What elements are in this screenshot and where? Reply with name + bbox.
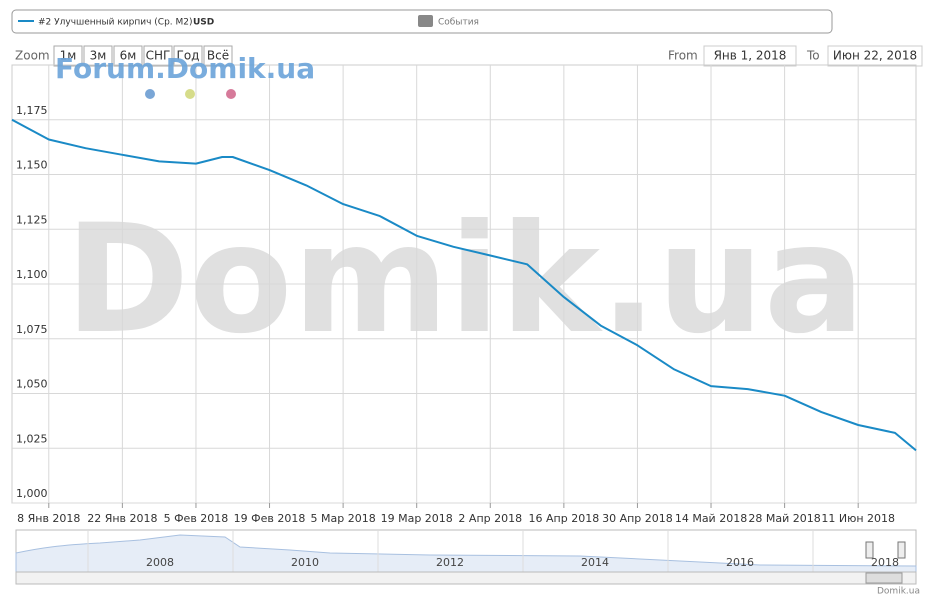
navigator-year: 2016 [726, 556, 754, 569]
line [11, 118, 917, 452]
zoom-button-label[interactable]: Год [177, 49, 200, 63]
zoom-button-label[interactable]: 3м [90, 49, 107, 63]
navigator-year: 2018 [871, 556, 899, 569]
zoom-button[interactable] [53, 45, 83, 67]
from-value[interactable]: Янв 1, 2018 [714, 49, 787, 63]
navigator-year: 2012 [436, 556, 464, 569]
big-watermark: Domik.ua [65, 193, 865, 367]
legend-label[interactable]: #2 Улучшенный кирпич (Ср. М2) [38, 18, 193, 28]
zoom-button[interactable] [143, 45, 173, 67]
y-tick-label: 1,175 [16, 104, 48, 117]
navigator-year: 2014 [581, 556, 609, 569]
from-label: From [668, 49, 698, 63]
y-tick-label: 1,125 [16, 213, 48, 226]
x-tick-label: 8 Янв 2018 [17, 512, 80, 525]
credit: Domik.ua [877, 587, 920, 597]
y-tick-label: 1,000 [16, 487, 48, 500]
events-swatch [418, 15, 433, 27]
zoom-label: Zoom [15, 49, 50, 63]
zoom-button[interactable] [203, 45, 233, 67]
y-tick-label: 1,075 [16, 323, 48, 336]
scrollbar[interactable] [15, 571, 917, 585]
to-label: To [806, 49, 820, 63]
x-tick-label: 5 Фев 2018 [164, 512, 229, 525]
x-tick-label: 19 Фев 2018 [234, 512, 306, 525]
navigator-handle[interactable] [865, 541, 874, 559]
navigator-area [15, 534, 917, 573]
events-label[interactable]: События [438, 18, 479, 28]
navigator-year: 2010 [291, 556, 319, 569]
to-input[interactable] [827, 45, 923, 67]
x-tick-label: 11 Июн 2018 [821, 512, 895, 525]
dot [226, 89, 236, 99]
legend-currency: USD [193, 18, 214, 28]
zoom-button-label[interactable]: 1м [60, 49, 77, 63]
navigator-handle[interactable] [897, 541, 906, 559]
x-tick-label: 2 Апр 2018 [458, 512, 522, 525]
y-tick-label: 1,050 [16, 378, 48, 391]
y-tick-label: 1,150 [16, 159, 48, 172]
zoom-button[interactable] [173, 45, 203, 67]
x-tick-label: 16 Апр 2018 [529, 512, 600, 525]
dot [145, 89, 155, 99]
navigator-year: 2008 [146, 556, 174, 569]
x-tick-label: 30 Апр 2018 [602, 512, 673, 525]
zoom-button[interactable] [113, 45, 143, 67]
x-tick-label: 19 Мар 2018 [381, 512, 453, 525]
x-tick-label: 22 Янв 2018 [87, 512, 157, 525]
zoom-button-label[interactable]: Всё [207, 49, 229, 63]
zoom-button[interactable] [83, 45, 113, 67]
x-tick-label: 28 Май 2018 [748, 512, 820, 525]
zoom-button-label[interactable]: 6м [120, 49, 137, 63]
dot [185, 89, 195, 99]
zoom-button-label[interactable]: СНГ [146, 49, 171, 63]
to-value[interactable]: Июн 22, 2018 [833, 49, 917, 63]
y-tick-label: 1,025 [16, 432, 48, 445]
watermark: Forum.Domik.ua [55, 52, 315, 85]
y-tick-label: 1,100 [16, 268, 48, 281]
scrollbar-thumb[interactable] [865, 572, 903, 584]
x-tick-label: 14 Май 2018 [675, 512, 747, 525]
from-input[interactable] [703, 45, 797, 67]
x-tick-label: 5 Мар 2018 [311, 512, 376, 525]
